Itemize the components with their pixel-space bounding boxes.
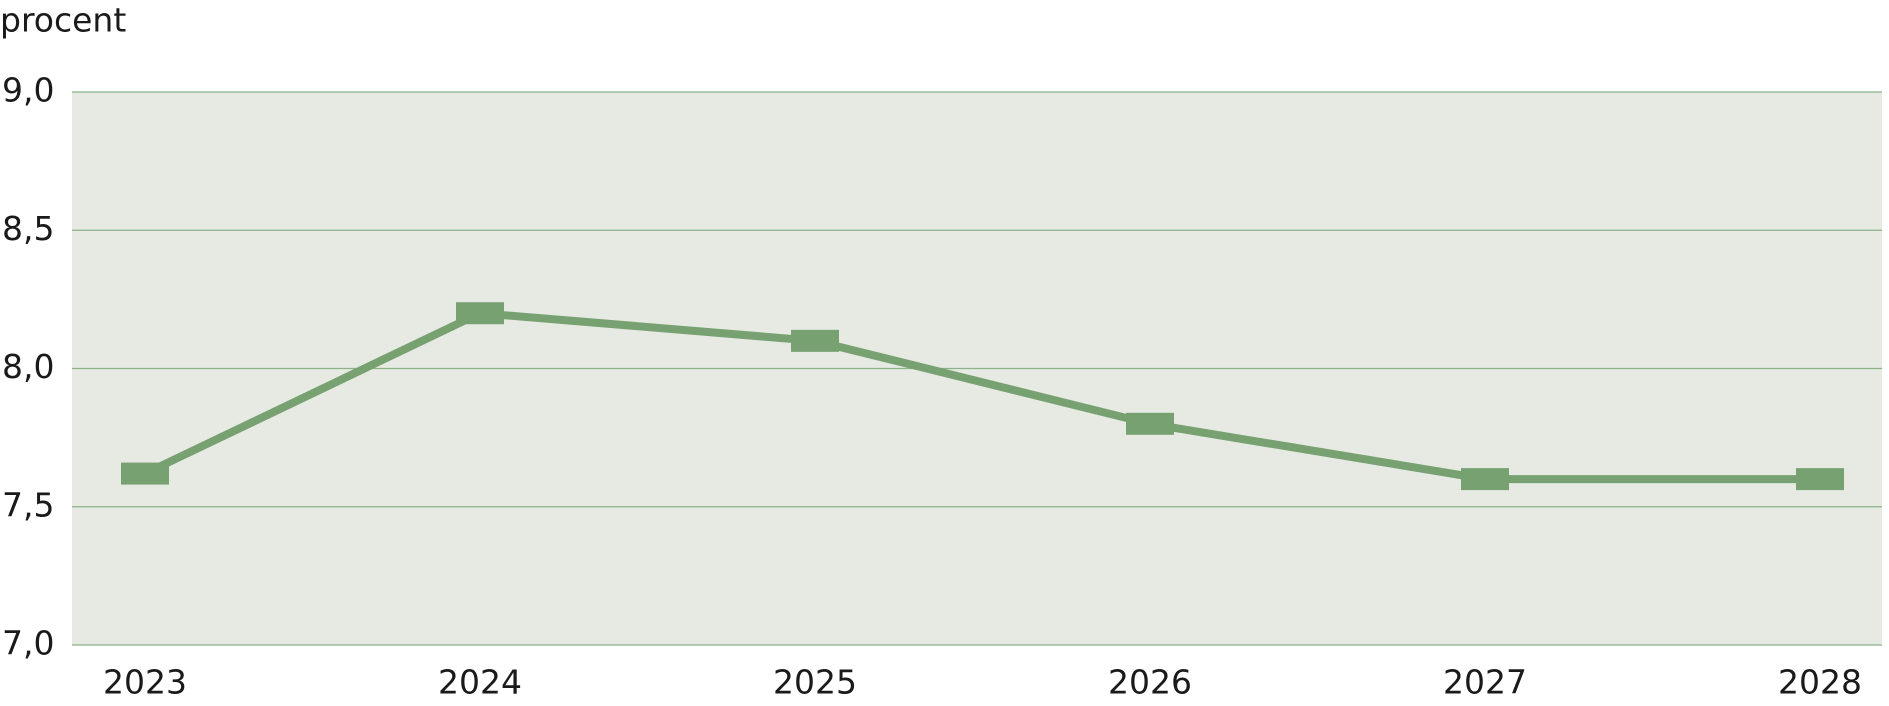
line — [143, 309, 1820, 484]
x-tick-label: 2025 — [773, 663, 857, 702]
y-tick-label: 8,5 — [2, 209, 54, 248]
y-axis-label: procent — [0, 1, 126, 40]
marker — [1461, 468, 1509, 491]
marker — [121, 462, 169, 485]
x-tick-label: 2027 — [1443, 663, 1527, 702]
y-tick-label: 7,0 — [2, 624, 54, 663]
x-tick-label: 2026 — [1108, 663, 1192, 702]
marker — [1796, 468, 1844, 491]
y-tick-label: 8,0 — [2, 347, 54, 386]
x-tick-label: 2028 — [1778, 663, 1862, 702]
marker — [456, 302, 504, 325]
x-tick-label: 2024 — [438, 663, 522, 702]
y-tick-label: 7,5 — [2, 485, 54, 524]
y-tick-label: 9,0 — [2, 71, 54, 110]
marker — [791, 329, 839, 352]
x-tick-label: 2023 — [103, 663, 187, 702]
marker — [1126, 412, 1174, 435]
